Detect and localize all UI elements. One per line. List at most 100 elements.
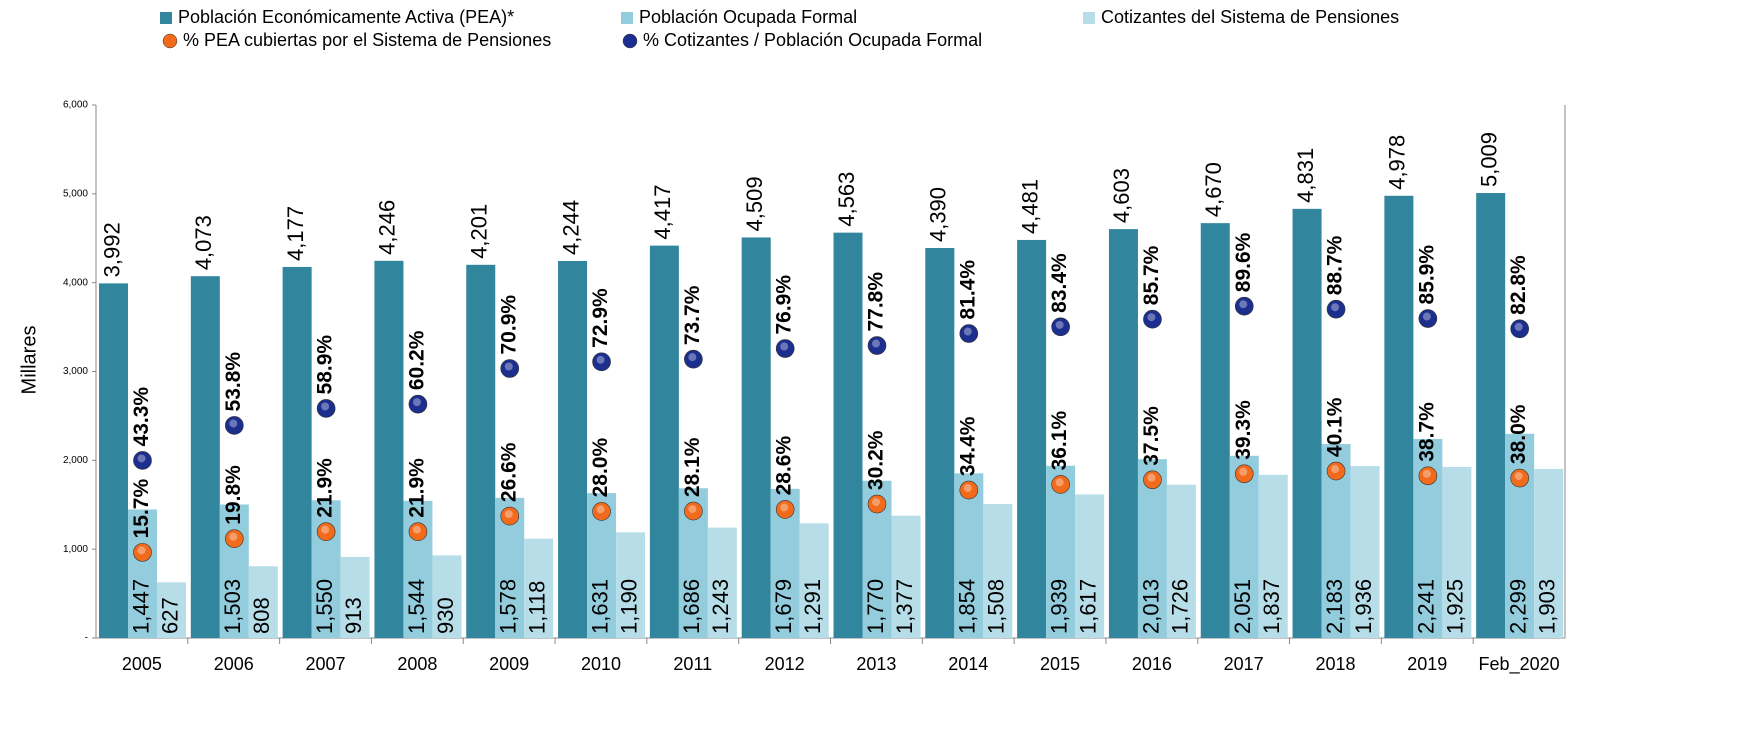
marker-highlight <box>1331 465 1340 474</box>
marker-highlight <box>1055 320 1064 329</box>
data-label: 1,617 <box>1075 579 1100 634</box>
x-tick-label: 2006 <box>214 654 254 674</box>
data-label: 88.7% <box>1324 235 1347 295</box>
bar <box>1046 465 1076 638</box>
data-label: 83.4% <box>1048 253 1071 313</box>
legend-label: % Cotizantes / Población Ocupada Formal <box>643 30 982 50</box>
data-label: 2,013 <box>1138 579 1163 634</box>
marker <box>592 502 611 521</box>
data-label: 15.7% <box>130 479 153 539</box>
marker-highlight <box>229 532 238 541</box>
data-label: 85.9% <box>1415 245 1438 305</box>
bar <box>128 509 157 638</box>
data-label: 1,243 <box>708 579 733 634</box>
marker-highlight <box>137 546 146 555</box>
data-label: 4,509 <box>742 176 767 231</box>
marker-highlight <box>688 353 697 362</box>
data-label: 4,244 <box>558 200 583 255</box>
bar <box>741 237 771 638</box>
bar <box>190 276 220 638</box>
marker <box>1143 470 1162 490</box>
data-label: 913 <box>341 597 366 634</box>
legend-swatch <box>1083 12 1095 24</box>
legend-label: % PEA cubiertas por el Sistema de Pensio… <box>183 30 551 50</box>
data-label: 76.9% <box>773 275 796 335</box>
data-label: 28.0% <box>589 438 612 498</box>
y-tick-label: 3,000 <box>63 366 88 377</box>
bar <box>524 538 554 638</box>
marker-highlight <box>780 503 789 512</box>
data-label: 1,447 <box>128 579 153 634</box>
data-label: 73.7% <box>681 285 704 345</box>
data-label: 28.1% <box>681 437 704 497</box>
data-label: 26.6% <box>497 442 520 502</box>
marker <box>684 501 703 521</box>
bar <box>432 555 462 638</box>
data-label: 4,603 <box>1109 168 1134 223</box>
marker <box>1051 475 1070 494</box>
data-label: 2,183 <box>1322 579 1347 634</box>
bar <box>707 527 737 638</box>
data-label: 4,563 <box>834 172 859 227</box>
data-label: 1,544 <box>404 579 429 634</box>
marker <box>1510 319 1529 339</box>
data-label: 3,992 <box>99 222 124 277</box>
data-label: 81.4% <box>956 260 979 320</box>
marker <box>1510 468 1529 488</box>
bar <box>99 283 128 638</box>
x-tick-label: 2010 <box>581 654 621 674</box>
legend-label: Población Ocupada Formal <box>639 7 857 27</box>
bar <box>1229 455 1259 638</box>
marker <box>1418 309 1438 328</box>
data-label: 77.8% <box>865 272 888 332</box>
data-label: 5,009 <box>1477 132 1502 187</box>
data-label: 21.9% <box>314 458 337 518</box>
marker-highlight <box>137 454 146 463</box>
marker-highlight <box>963 327 972 336</box>
x-tick-label: 2007 <box>306 654 346 674</box>
marker <box>1234 464 1254 484</box>
data-label: 2,299 <box>1506 579 1531 634</box>
marker-highlight <box>596 355 605 364</box>
data-label: 4,390 <box>926 187 951 242</box>
data-label: 4,481 <box>1017 179 1042 234</box>
bar <box>1292 208 1322 638</box>
x-tick-label: 2015 <box>1040 654 1080 674</box>
data-label: 4,201 <box>467 204 492 259</box>
marker <box>867 494 887 514</box>
bar <box>1442 466 1472 638</box>
data-label: 930 <box>433 597 458 634</box>
marker <box>225 416 244 435</box>
data-label: 1,925 <box>1443 579 1468 634</box>
marker-highlight <box>1514 322 1523 331</box>
data-label: 1,118 <box>525 581 550 634</box>
data-label: 2,051 <box>1230 579 1255 634</box>
marker <box>1326 461 1346 481</box>
data-label: 4,831 <box>1293 148 1318 203</box>
marker-highlight <box>1239 300 1248 309</box>
marker-highlight <box>412 525 421 534</box>
data-label: 4,417 <box>650 185 675 240</box>
data-label: 4,978 <box>1385 135 1410 190</box>
bar <box>1017 239 1047 638</box>
marker <box>408 522 428 542</box>
marker-highlight <box>1422 312 1431 321</box>
marker-highlight <box>1055 478 1064 487</box>
data-label: 37.5% <box>1140 406 1163 466</box>
data-label: 34.4% <box>956 416 979 476</box>
data-label: 1,854 <box>955 579 980 634</box>
data-label: 43.3% <box>130 387 153 447</box>
y-tick-label: 6,000 <box>63 100 88 111</box>
bar <box>891 515 921 638</box>
marker <box>592 352 611 372</box>
marker-highlight <box>229 419 238 428</box>
y-tick-label: 1,000 <box>63 544 88 555</box>
bar <box>1476 193 1506 639</box>
marker-highlight <box>688 505 697 514</box>
data-label: 19.8% <box>222 465 245 525</box>
bar <box>558 260 588 638</box>
marker-highlight <box>504 510 513 519</box>
bar <box>282 266 312 638</box>
marker-highlight <box>1514 472 1523 481</box>
bar <box>1350 466 1380 638</box>
